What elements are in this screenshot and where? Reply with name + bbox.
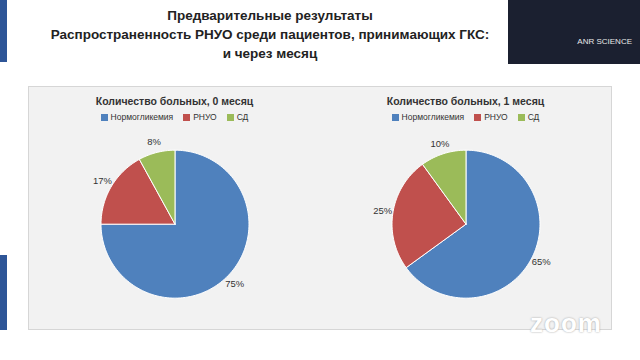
svg-text:75%: 75%	[225, 278, 245, 289]
html-text:и через месяц: и через месяц	[222, 46, 318, 61]
svg-text:17%: 17%	[93, 175, 113, 186]
svg-text:10%: 10%	[430, 138, 450, 149]
html-text:Количество больных, 1 месяц: Количество больных, 1 месяц	[386, 95, 545, 107]
html-text:Распространенность РНУО среди: Распространенность РНУО среди пациентов,…	[50, 27, 490, 42]
html-text:СД: СД	[236, 112, 249, 122]
svg-text:25%: 25%	[373, 205, 393, 216]
svg-text:65%: 65%	[532, 256, 552, 267]
html-text:zoom: zoom	[530, 308, 602, 338]
html-text:Количество больных, 0 месяц: Количество больных, 0 месяц	[95, 95, 254, 107]
html-text:Нормогликемия: Нормогликемия	[401, 112, 465, 122]
html-text:РНУО: РНУО	[193, 112, 217, 122]
html-text:Предварительные результаты: Предварительные результаты	[167, 8, 373, 23]
html-text:РНУО: РНУО	[484, 112, 508, 122]
svg-text:8%: 8%	[147, 136, 161, 147]
html-text:ANR SCIENCE: ANR SCIENCE	[577, 37, 632, 46]
html-text:Нормогликемия: Нормогликемия	[110, 112, 174, 122]
html-text:СД: СД	[527, 112, 540, 122]
